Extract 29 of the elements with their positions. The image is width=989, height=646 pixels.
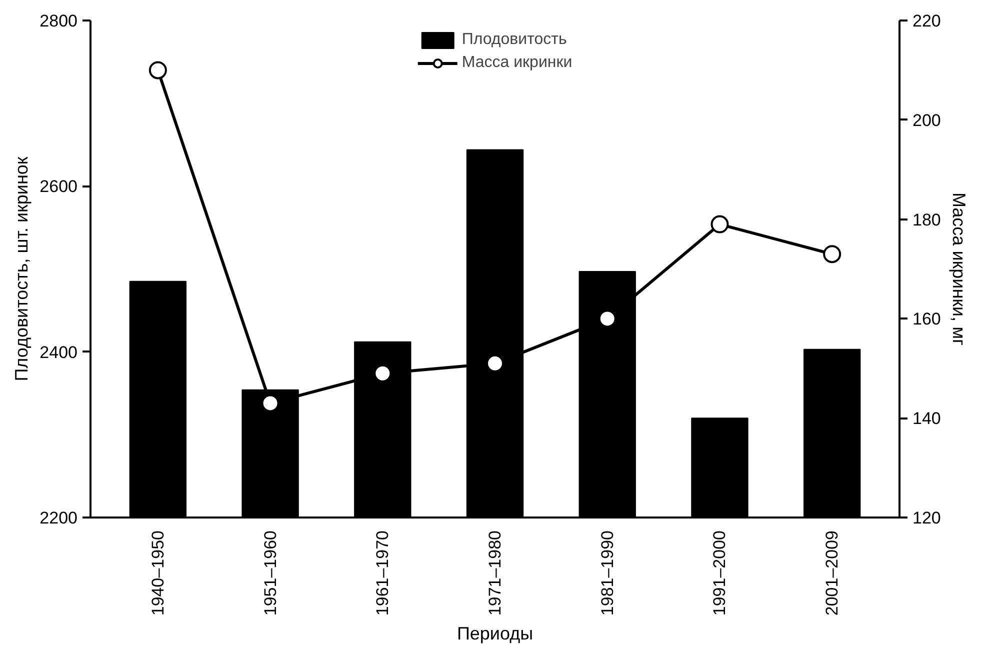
- point: [823, 245, 842, 264]
- y2-axis-title: Масса икринки, мг: [948, 192, 969, 346]
- y2-tick-label: 120: [912, 508, 941, 528]
- legend-label: Плодовитость: [462, 31, 567, 49]
- y-tick-label: 2400: [40, 342, 78, 362]
- y-tick-label: 2800: [40, 12, 78, 30]
- y-tick-label: 2200: [40, 508, 78, 528]
- point: [710, 215, 729, 234]
- x-axis-title: Периоды: [456, 624, 534, 644]
- x-tick-label: 1940–1950: [148, 530, 168, 616]
- x-tick-label: 1951–1960: [260, 530, 280, 616]
- y-tick-label: 2600: [40, 177, 78, 196]
- x-tick-label: 1991–2000: [710, 530, 730, 616]
- y2-tick-label: 200: [912, 110, 941, 130]
- x-tick-label: 1971–1980: [486, 530, 504, 616]
- y2-tick-label: 140: [912, 409, 941, 428]
- x-tick-label: 1981–1990: [598, 530, 617, 616]
- point: [598, 310, 616, 328]
- y2-tick-label: 180: [912, 210, 941, 230]
- legend-label: Масса икринки: [462, 54, 572, 72]
- point: [374, 364, 392, 382]
- y-axis-title: Плодовитость, шт. икринок: [12, 156, 32, 382]
- y2-tick-label: 160: [912, 310, 941, 329]
- y2-tick-label: 220: [912, 12, 941, 30]
- x-tick-label: 1961–1970: [373, 530, 392, 616]
- point: [148, 61, 167, 80]
- point: [261, 394, 280, 412]
- x-tick-label: 2001–2009: [822, 530, 842, 616]
- point: [486, 354, 504, 372]
